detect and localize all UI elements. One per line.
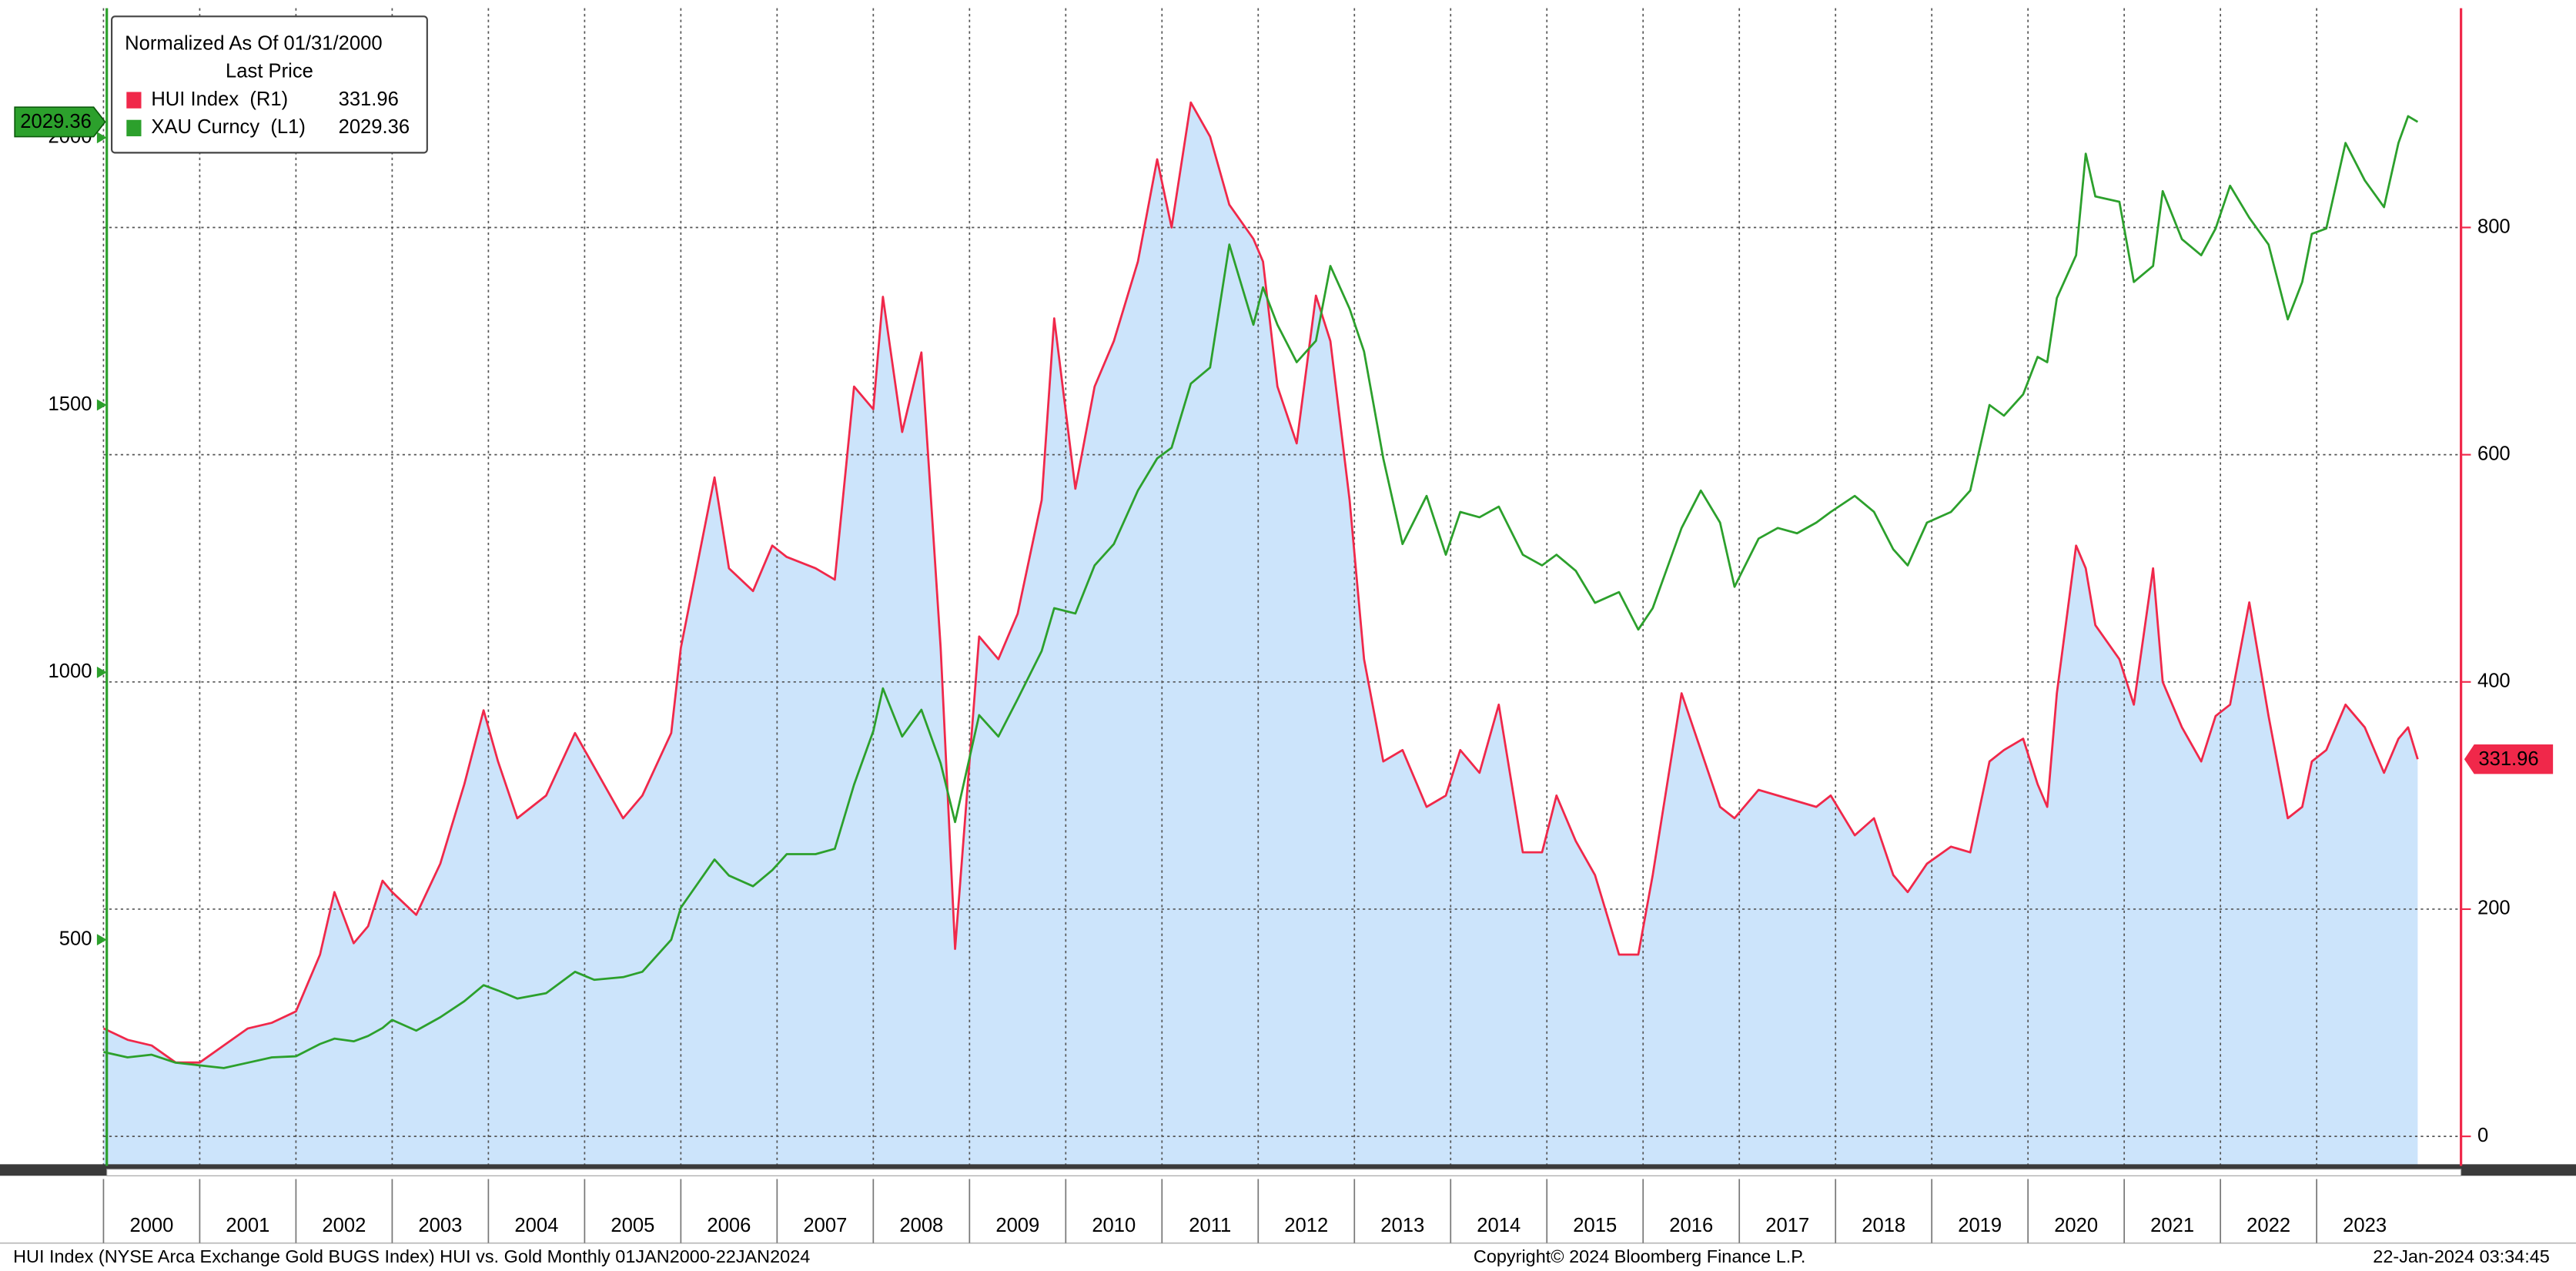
y2-tick-label: 800 [2477, 216, 2511, 237]
last-value-label: 2029.36 [20, 111, 92, 132]
x-tick-label: 2004 [514, 1215, 558, 1236]
x-tick-label: 2003 [418, 1215, 462, 1236]
y-tick-mark [96, 132, 107, 144]
legend-subtitle: Last Price [226, 61, 313, 82]
legend-title: Normalized As Of 01/31/2000 [125, 32, 382, 54]
y2-tick-label: 600 [2477, 443, 2511, 464]
x-tick-label: 2014 [1477, 1215, 1521, 1236]
footer-center: Copyright© 2024 Bloomberg Finance L.P. [1474, 1246, 1806, 1266]
x-tick-label: 2017 [1765, 1215, 1809, 1236]
x-tick-label: 2016 [1669, 1215, 1713, 1236]
y-tick-mark [96, 399, 107, 411]
x-tick-label: 2023 [2343, 1215, 2387, 1236]
x-tick-label: 2010 [1092, 1215, 1136, 1236]
x-tick-label: 2006 [707, 1215, 751, 1236]
x-tick-label: 2012 [1284, 1215, 1328, 1236]
x-tick-label: 2007 [803, 1215, 847, 1236]
legend-value: 2029.36 [339, 116, 410, 138]
series-line [103, 115, 2419, 1069]
scroll-thumb[interactable] [106, 1169, 2462, 1176]
y2-tick-label: 0 [2477, 1125, 2488, 1146]
y-tick-label: 1000 [49, 661, 92, 682]
y2-tick-label: 400 [2477, 671, 2511, 692]
x-tick-label: 2015 [1573, 1215, 1617, 1236]
legend-swatch [126, 92, 142, 109]
x-tick-label: 2011 [1189, 1215, 1231, 1236]
x-tick-label: 2008 [899, 1215, 943, 1236]
footer-right: 22-Jan-2024 03:34:45 [2373, 1246, 2550, 1266]
y2-tick-label: 200 [2477, 898, 2511, 919]
legend: Normalized As Of 01/31/2000 Last Price H… [111, 15, 428, 154]
last-value-tag [14, 106, 106, 138]
x-tick-label: 2021 [2150, 1215, 2194, 1236]
area-layer [103, 102, 2418, 1166]
legend-swatch [126, 119, 142, 137]
footer-left: HUI Index (NYSE Arca Exchange Gold BUGS … [13, 1246, 810, 1266]
x-tick-label: 2020 [2054, 1215, 2098, 1236]
x-tick-label: 2005 [611, 1215, 654, 1236]
y-tick-label: 1500 [49, 393, 92, 415]
grid-layer [102, 8, 2461, 1166]
x-tick-label: 2018 [1862, 1215, 1905, 1236]
x-tick-label: 2019 [1958, 1215, 2002, 1236]
legend-label: HUI Index (R1) [151, 89, 288, 110]
x-tick-label: 2002 [322, 1215, 366, 1236]
series-line [102, 101, 2419, 1064]
line-layer [102, 101, 2419, 1069]
legend-box [111, 15, 428, 154]
x-tick-label: 2001 [226, 1215, 269, 1236]
y-tick-mark [96, 666, 107, 678]
y-tick-mark [96, 934, 107, 946]
x-tick-label: 2013 [1380, 1215, 1424, 1236]
y-tick-label: 500 [59, 928, 92, 949]
series-area [103, 102, 2418, 1166]
plot-area [102, 8, 2461, 1166]
x-tick-label: 2022 [2246, 1215, 2290, 1236]
legend-label: XAU Curncy (L1) [151, 116, 306, 138]
last-value-tag [2464, 744, 2554, 774]
x-tick-label: 2000 [129, 1215, 173, 1236]
legend-value: 331.96 [339, 89, 399, 110]
last-value-label: 331.96 [2478, 748, 2538, 770]
x-tick-label: 2009 [995, 1215, 1039, 1236]
